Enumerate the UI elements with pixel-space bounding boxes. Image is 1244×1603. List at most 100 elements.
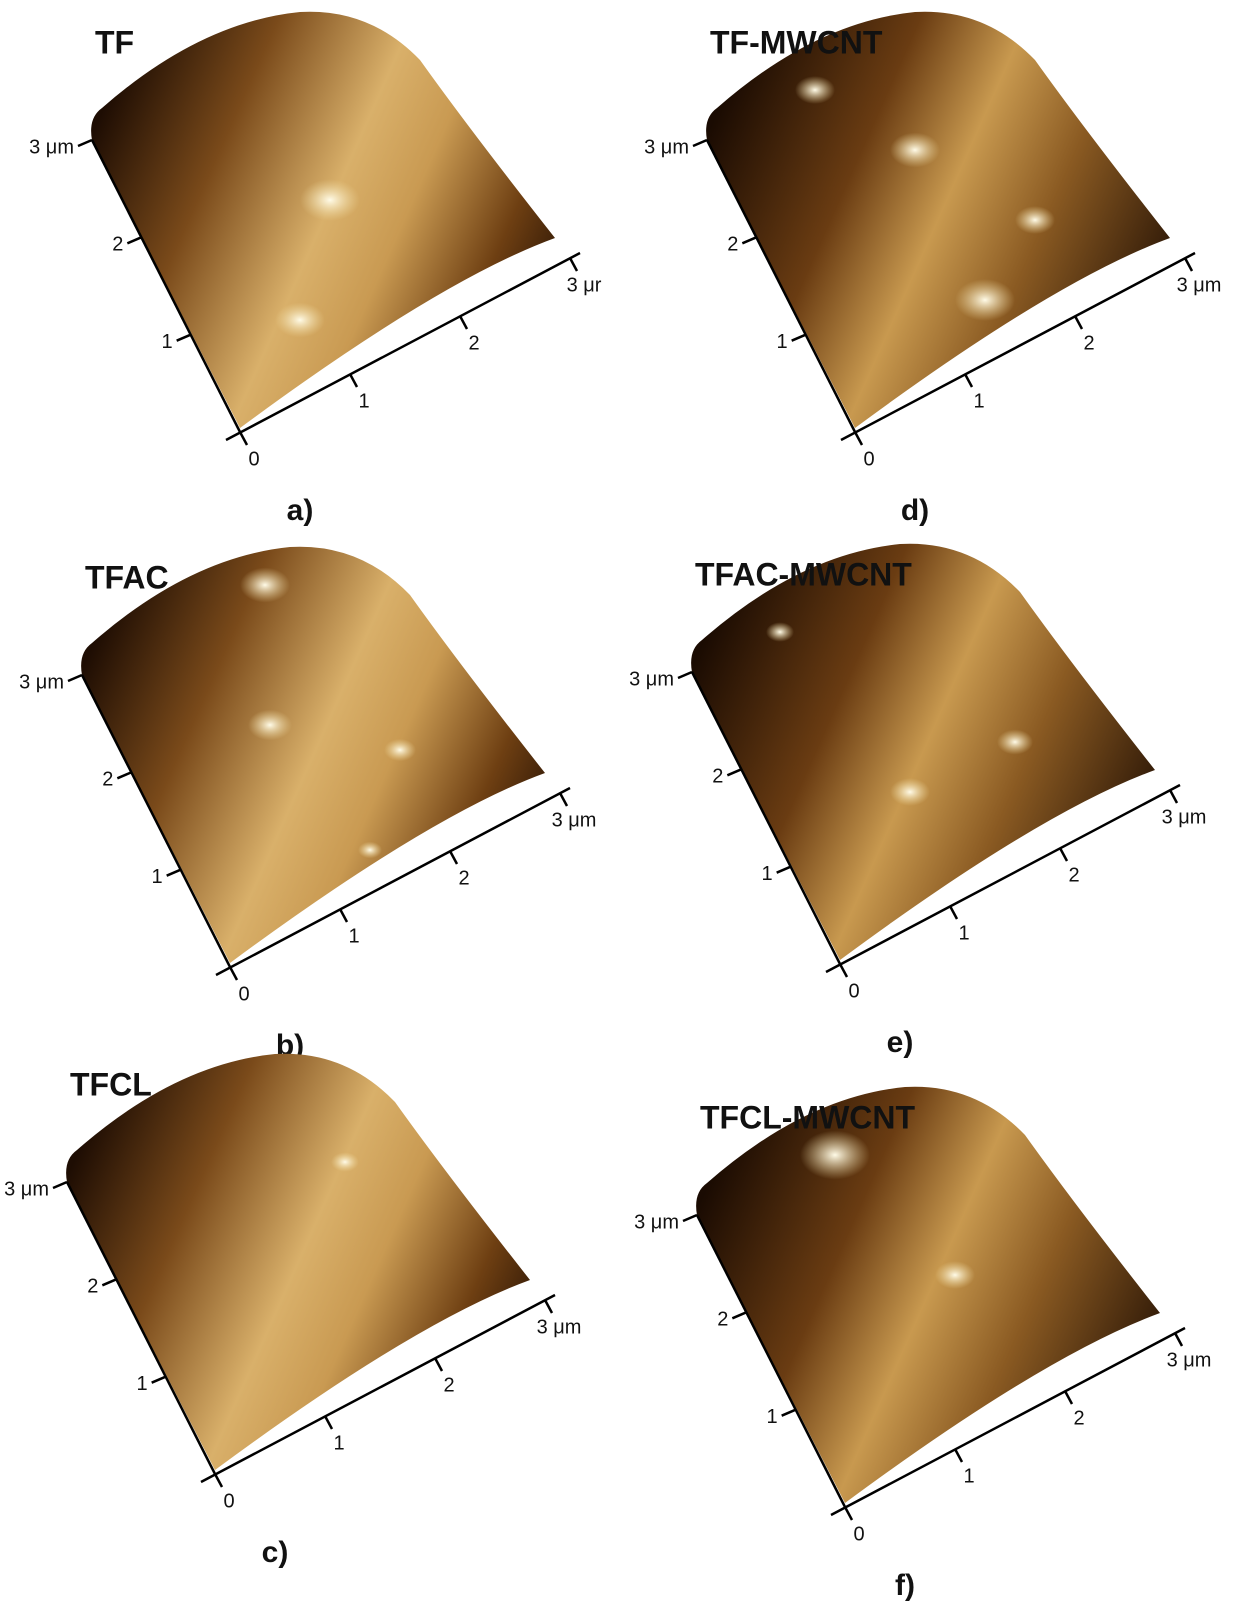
tick-mark	[683, 1215, 697, 1221]
bottom-tick-label: 3 μm	[1167, 1349, 1212, 1371]
tick-mark	[678, 672, 692, 678]
left-tick-label: 2	[727, 234, 738, 256]
tick-mark	[792, 335, 806, 341]
panel-label: c)	[262, 1536, 289, 1569]
bottom-tick-label: 1	[348, 925, 359, 947]
tick-mark	[450, 851, 457, 864]
tick-mark	[78, 140, 92, 146]
bottom-tick-label: 2	[443, 1374, 454, 1396]
tick-mark	[215, 1474, 222, 1487]
tick-mark	[240, 432, 247, 445]
bottom-tick-label: 0	[848, 980, 859, 1002]
left-tick-label: 2	[87, 1276, 98, 1298]
bottom-tick-label: 0	[863, 448, 874, 470]
left-tick-label: 2	[112, 234, 123, 256]
left-tick-label: 1	[137, 1373, 148, 1395]
left-tick-label: 1	[162, 331, 173, 353]
surface-feature	[275, 303, 325, 338]
tick-mark	[53, 1182, 67, 1188]
bottom-tick-label: 2	[468, 332, 479, 354]
tick-mark	[782, 1410, 796, 1416]
bottom-tick-label: 0	[248, 448, 259, 470]
bottom-tick-label: 1	[963, 1465, 974, 1487]
bottom-tick-label: 1	[958, 922, 969, 944]
tick-mark	[855, 432, 862, 445]
panel-title: TFAC	[85, 559, 169, 595]
tick-mark	[340, 909, 347, 922]
surface-feature	[300, 179, 360, 221]
panel: TFAC123 μm0123 μmb)	[19, 547, 596, 1062]
figure: TF123 μm0123 μra)TF-MWCNT123 μm0123 μmd)…	[0, 0, 1244, 1603]
bottom-tick-label: 3 μr	[567, 274, 602, 296]
panel-title: TFAC-MWCNT	[695, 556, 912, 592]
surface-feature	[997, 729, 1033, 754]
tick-mark	[693, 140, 707, 146]
surface-feature	[795, 76, 835, 104]
tick-mark	[68, 675, 82, 681]
afm-surface	[81, 547, 545, 963]
bottom-tick-label: 3 μm	[1177, 274, 1222, 296]
left-tick-label: 3 μm	[629, 668, 674, 690]
tick-mark	[965, 374, 972, 387]
surface-feature	[1015, 206, 1055, 234]
tick-mark	[230, 967, 237, 980]
panel-title: TFCL	[70, 1066, 152, 1102]
afm-surface	[706, 12, 1170, 428]
tick-mark	[950, 906, 957, 919]
surface-feature	[935, 1261, 975, 1289]
panel-title: TF-MWCNT	[710, 24, 883, 60]
tick-mark	[167, 870, 181, 876]
panel-label: a)	[287, 494, 314, 527]
panel-label: f)	[895, 1569, 915, 1602]
bottom-tick-label: 2	[1068, 864, 1079, 886]
bottom-tick-label: 1	[358, 390, 369, 412]
left-tick-label: 3 μm	[644, 136, 689, 158]
panel-label: d)	[901, 494, 929, 527]
surface-feature	[800, 1131, 870, 1180]
tick-mark	[1060, 848, 1067, 861]
tick-mark	[570, 258, 577, 271]
tick-mark	[777, 867, 791, 873]
bottom-tick-label: 2	[1083, 332, 1094, 354]
tick-mark	[127, 237, 141, 243]
bottom-tick-label: 3 μm	[552, 809, 597, 831]
panel-title: TFCL-MWCNT	[700, 1099, 915, 1135]
bottom-tick-label: 1	[333, 1432, 344, 1454]
surface-feature	[955, 279, 1015, 321]
bottom-tick-label: 2	[1073, 1407, 1084, 1429]
left-tick-label: 1	[777, 331, 788, 353]
bottom-tick-label: 2	[458, 867, 469, 889]
afm-surface	[696, 1087, 1160, 1503]
left-tick-label: 1	[152, 866, 163, 888]
left-tick-label: 2	[102, 769, 113, 791]
bottom-tick-label: 0	[238, 983, 249, 1005]
surface-feature	[240, 568, 290, 603]
surface-feature	[331, 1152, 359, 1172]
bottom-tick-label: 3 μm	[537, 1316, 582, 1338]
tick-mark	[152, 1377, 166, 1383]
surface-feature	[766, 622, 794, 642]
tick-mark	[955, 1449, 962, 1462]
tick-mark	[845, 1507, 852, 1520]
left-tick-label: 3 μm	[4, 1178, 49, 1200]
tick-mark	[1185, 258, 1192, 271]
bottom-tick-label: 1	[973, 390, 984, 412]
panel: TFCL 1 2 3 μm 0 1 2 3 μm c)	[4, 1054, 581, 1569]
tick-mark	[732, 1312, 746, 1318]
tick-mark	[727, 769, 741, 775]
afm-surface	[66, 1054, 530, 1470]
panel: TFAC-MWCNT123 μm0123 μme)	[629, 544, 1206, 1059]
panel-label: e)	[887, 1026, 914, 1059]
left-tick-label: 3 μm	[29, 136, 74, 158]
tick-mark	[1175, 1333, 1182, 1346]
left-tick-label: 1	[767, 1406, 778, 1428]
bottom-tick-label: 0	[223, 1490, 234, 1512]
tick-mark	[560, 793, 567, 806]
tick-mark	[102, 1279, 116, 1285]
panel: TF-MWCNT 1 2 3 μm 0 1 2 3 μm d)	[644, 12, 1221, 527]
left-tick-label: 3 μm	[19, 671, 64, 693]
tick-mark	[117, 772, 131, 778]
left-tick-label: 2	[717, 1309, 728, 1331]
bottom-tick-label: 0	[853, 1523, 864, 1545]
